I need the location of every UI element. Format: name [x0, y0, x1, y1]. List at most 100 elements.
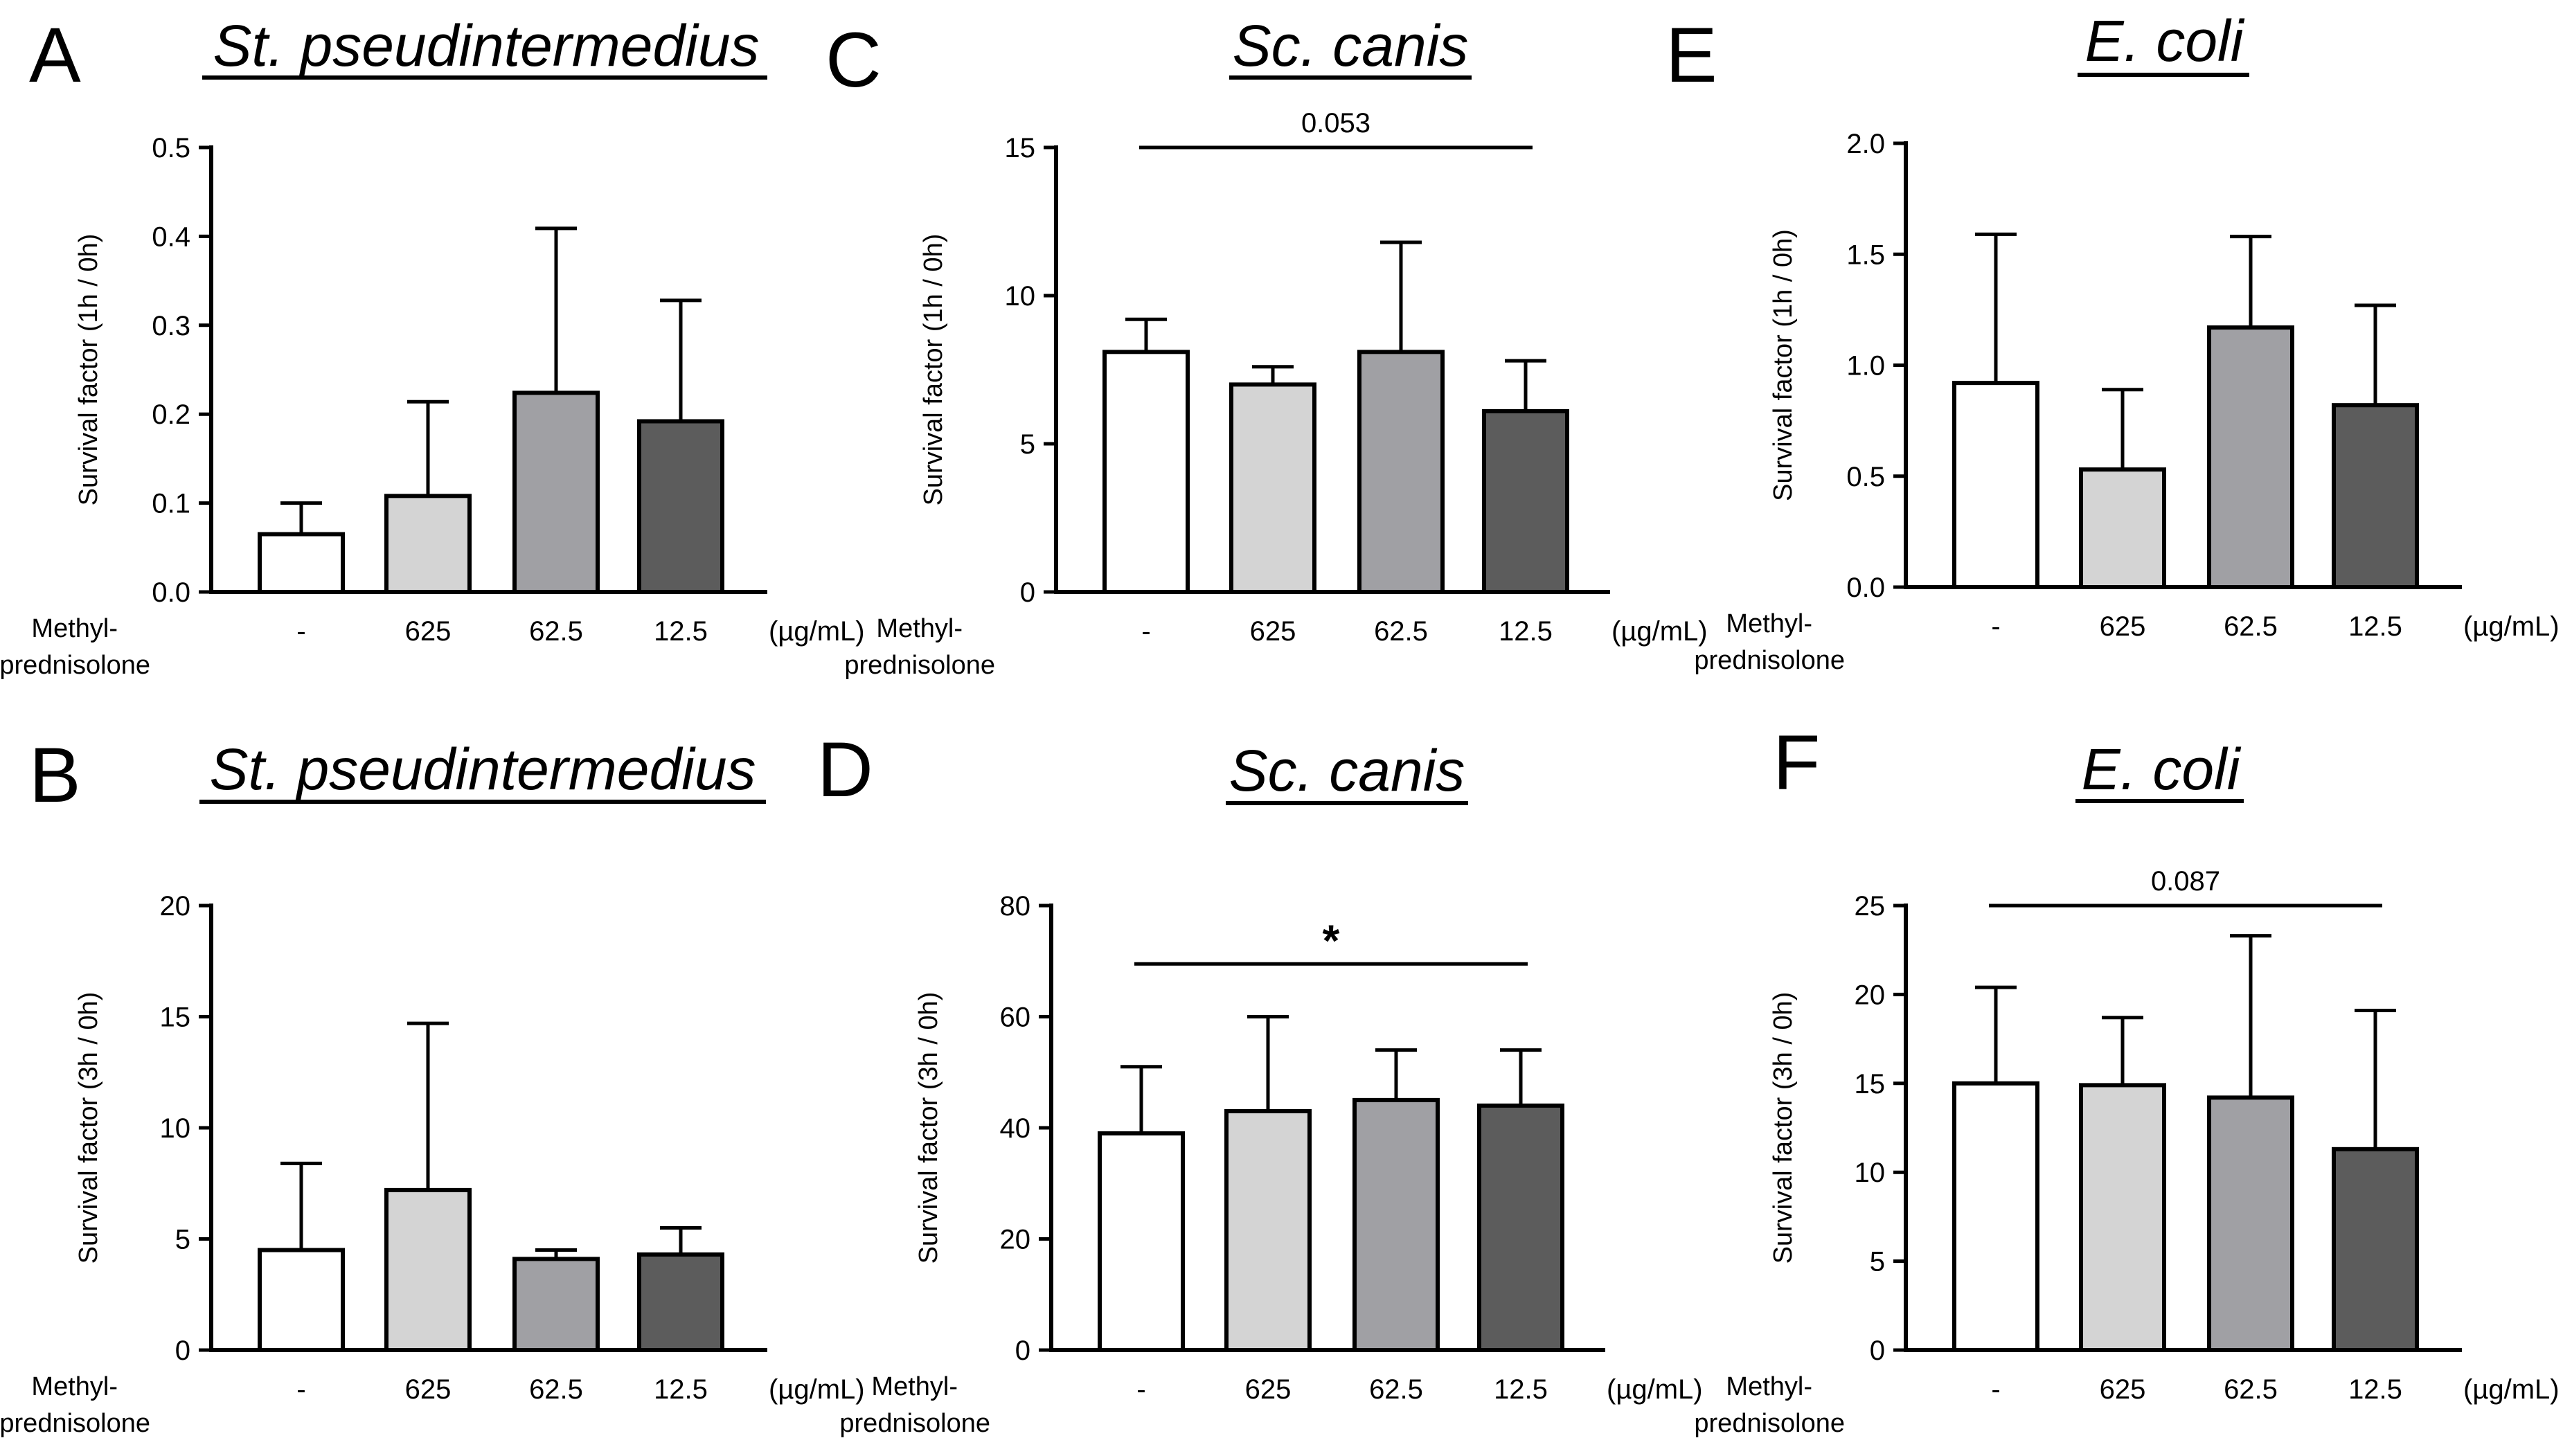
- category-label: 12.5: [1499, 616, 1553, 647]
- category-label: -: [1991, 611, 2000, 642]
- bar: [1357, 350, 1445, 594]
- panel-letter: B: [29, 732, 81, 818]
- row-label-line1: Methyl-: [31, 614, 118, 643]
- panel-b: B St. pseudintermedius 0 5 10 15 20 Survival fa…: [0, 732, 865, 1438]
- panel-d: D Sc. canis 0 20 40 60 80 Survival factor (3h /…: [817, 726, 1703, 1438]
- row-label-line2: prednisolone: [0, 1409, 150, 1438]
- panel-letter: D: [817, 726, 873, 813]
- bar: [2332, 403, 2419, 589]
- bar: [1952, 1081, 2039, 1353]
- bar: [512, 1257, 600, 1353]
- panel-letter: A: [29, 12, 81, 98]
- y-tick-label: 0.4: [152, 222, 190, 252]
- y-tick-label: 0: [1015, 1336, 1030, 1366]
- category-label: 625: [405, 616, 452, 647]
- panel-e: E E. coli 0.0 0.5 1.0 1.5 2.0 Survival factor (…: [1665, 8, 2560, 675]
- y-axis-label: Survival factor (3h / 0h): [914, 992, 943, 1264]
- panel-title: Sc. canis: [1229, 738, 1465, 803]
- unit-label: (µg/mL): [769, 616, 865, 647]
- y-tick-label: 10: [1855, 1158, 1886, 1188]
- panel-letter: C: [825, 17, 882, 103]
- category-label: 62.5: [529, 616, 583, 647]
- y-tick-label: 0.5: [1846, 462, 1885, 492]
- significance-label: 0.053: [1301, 108, 1370, 138]
- bar: [384, 1187, 472, 1352]
- y-tick-label: 0.2: [152, 399, 190, 430]
- significance-label: 0.087: [2151, 866, 2220, 897]
- y-tick-label: 60: [1000, 1003, 1031, 1033]
- y-axis-label: Survival factor (3h / 0h): [74, 992, 103, 1264]
- bar: [258, 1248, 345, 1353]
- y-tick-label: 40: [1000, 1113, 1031, 1144]
- row-label-line2: prednisolone: [844, 651, 995, 680]
- unit-label: (µg/mL): [2463, 1374, 2560, 1405]
- y-tick-label: 1.0: [1846, 351, 1885, 381]
- category-label: 12.5: [654, 1374, 708, 1405]
- y-tick-label: 0: [1870, 1336, 1885, 1366]
- panel-title: St. pseudintermedius: [213, 13, 759, 78]
- row-label-line1: Methyl-: [1726, 1372, 1812, 1401]
- y-tick-label: 0.0: [152, 577, 190, 608]
- y-tick-label: 25: [1855, 891, 1886, 922]
- category-label: 62.5: [2224, 611, 2278, 642]
- y-tick-label: 5: [1020, 429, 1035, 460]
- y-tick-label: 20: [1000, 1225, 1031, 1255]
- y-tick-label: 15: [1005, 133, 1036, 163]
- y-axis-label: Survival factor (1h / 0h): [1769, 229, 1798, 501]
- y-axis-label: Survival factor (1h / 0h): [74, 234, 103, 506]
- y-tick-label: 0.0: [1846, 573, 1885, 603]
- panel-letter: E: [1665, 12, 1717, 98]
- panel-title: Sc. canis: [1233, 13, 1469, 78]
- category-label: -: [296, 1374, 305, 1405]
- y-tick-label: 15: [160, 1003, 191, 1033]
- y-tick-label: 0: [175, 1336, 190, 1366]
- significance-label: *: [1323, 915, 1340, 965]
- y-tick-label: 0.3: [152, 311, 190, 341]
- bar: [1229, 382, 1316, 595]
- panel-letter: F: [1773, 719, 1820, 806]
- row-label-line2: prednisolone: [1694, 646, 1845, 675]
- y-tick-label: 20: [160, 891, 191, 922]
- bar: [384, 494, 472, 594]
- bar: [1098, 1131, 1185, 1353]
- unit-label: (µg/mL): [1611, 616, 1708, 647]
- bar: [1102, 350, 1190, 594]
- y-tick-label: 1.5: [1846, 240, 1885, 270]
- category-label: 625: [405, 1374, 452, 1405]
- bar: [1224, 1108, 1312, 1353]
- bar: [637, 1252, 724, 1352]
- y-tick-label: 80: [1000, 891, 1031, 922]
- bar: [637, 419, 724, 594]
- y-tick-label: 10: [160, 1113, 191, 1144]
- panel-c: C Sc. canis 0 5 10 15 Survival factor (1h / 0h…: [825, 13, 1708, 680]
- y-tick-label: 15: [1855, 1069, 1886, 1099]
- panel-f: F E. coli 0 5 10 15 20 25 Survival factor (3h / …: [1694, 719, 2559, 1438]
- category-label: -: [296, 616, 305, 647]
- bar: [1352, 1097, 1440, 1352]
- panel-title: St. pseudintermedius: [209, 737, 756, 802]
- bar: [258, 532, 345, 594]
- y-tick-label: 20: [1855, 980, 1886, 1010]
- row-label-line1: Methyl-: [876, 614, 963, 643]
- panel-title: E. coli: [2082, 737, 2242, 802]
- bar: [2207, 1095, 2294, 1352]
- bar: [2207, 325, 2294, 589]
- category-label: 625: [1245, 1374, 1292, 1405]
- bar: [1482, 408, 1569, 594]
- y-tick-label: 0.5: [152, 133, 190, 163]
- category-label: 62.5: [529, 1374, 583, 1405]
- bar: [2079, 1083, 2166, 1353]
- category-label: 625: [1250, 616, 1296, 647]
- panel-a: A St. pseudintermedius 0.0 0.1 0.2 0.3 0.4 0.5 S…: [0, 12, 865, 680]
- category-label: 62.5: [1374, 616, 1428, 647]
- bar: [1477, 1103, 1564, 1353]
- category-label: 62.5: [1369, 1374, 1423, 1405]
- y-tick-label: 5: [175, 1225, 190, 1255]
- row-label-line2: prednisolone: [0, 651, 150, 680]
- unit-label: (µg/mL): [769, 1374, 865, 1405]
- category-label: -: [1136, 1374, 1145, 1405]
- y-tick-label: 2.0: [1846, 129, 1885, 159]
- bar: [512, 390, 600, 594]
- category-label: 12.5: [2348, 611, 2402, 642]
